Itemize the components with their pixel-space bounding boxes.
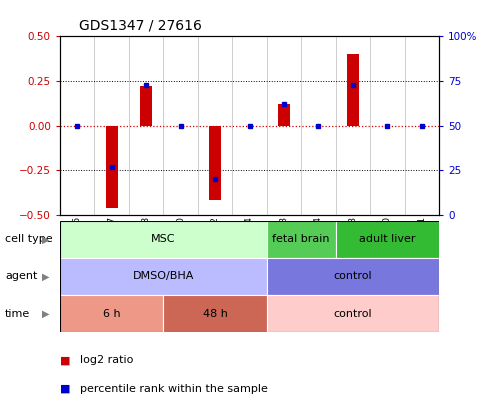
Text: adult liver: adult liver [359,234,416,244]
Bar [267,221,336,258]
Text: DMSO/BHA: DMSO/BHA [133,271,194,281]
Text: 6 h: 6 h [103,309,120,319]
Bar [267,295,439,332]
Bar [336,221,439,258]
Text: percentile rank within the sample: percentile rank within the sample [80,384,268,394]
Text: ▶: ▶ [42,271,50,281]
Text: control: control [334,309,372,319]
Bar [347,54,359,126]
Bar [60,258,267,295]
Bar [140,86,152,126]
Text: 48 h: 48 h [203,309,228,319]
Bar [278,104,290,126]
Bar [106,126,118,207]
Text: ▶: ▶ [42,309,50,319]
Text: fetal brain: fetal brain [272,234,330,244]
Text: MSC: MSC [151,234,176,244]
Bar [60,221,267,258]
Text: ■: ■ [60,356,74,365]
Text: time: time [5,309,30,319]
Bar [60,295,163,332]
Text: cell type: cell type [5,234,52,244]
Bar [267,258,439,295]
Text: control: control [334,271,372,281]
Bar [163,295,267,332]
Text: ▶: ▶ [42,234,50,244]
Text: agent: agent [5,271,37,281]
Text: GDS1347 / 27616: GDS1347 / 27616 [79,19,202,32]
Bar [209,126,221,200]
Text: log2 ratio: log2 ratio [80,356,133,365]
Text: ■: ■ [60,384,74,394]
